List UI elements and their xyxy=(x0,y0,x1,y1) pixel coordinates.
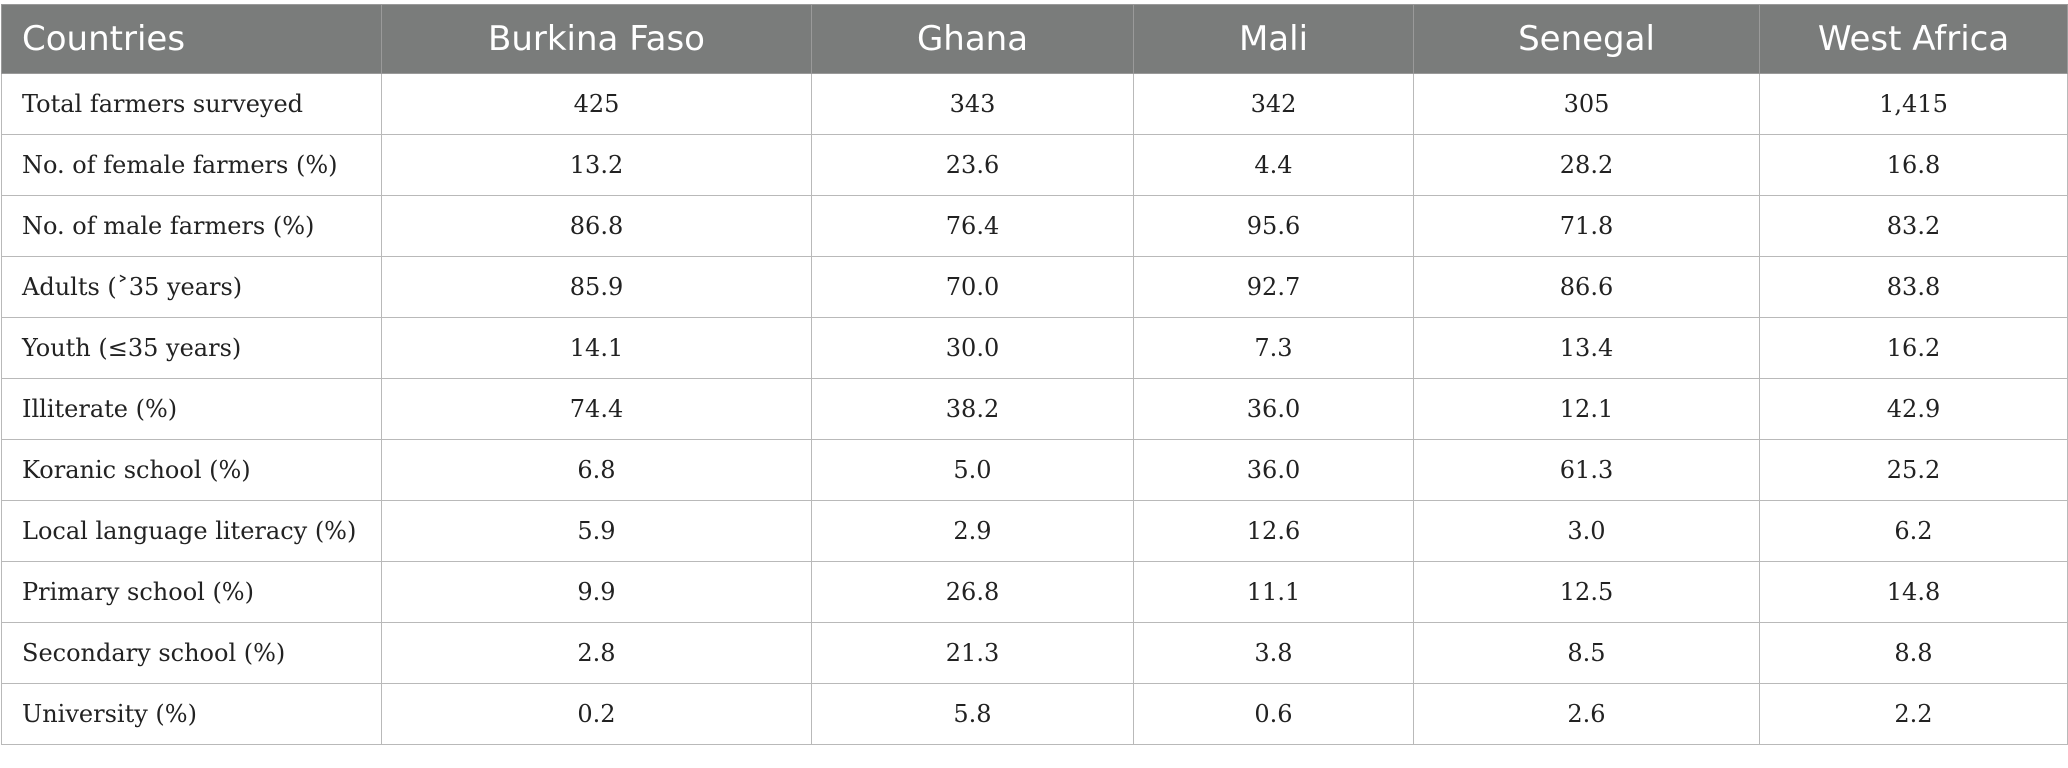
table-cell: 61.3 xyxy=(1413,439,1760,501)
row-label: No. of female farmers (%) xyxy=(1,134,382,196)
table-cell: 71.8 xyxy=(1413,195,1760,257)
row-label: Adults (˃35 years) xyxy=(1,256,382,318)
table-cell: 9.9 xyxy=(381,561,812,623)
table-cell: 425 xyxy=(381,73,812,135)
table-cell: 14.1 xyxy=(381,317,812,379)
column-header-west-africa: West Africa xyxy=(1759,4,2068,74)
table-cell: 2.9 xyxy=(811,500,1134,562)
table-cell: 0.2 xyxy=(381,683,812,745)
table-cell: 2.2 xyxy=(1759,683,2068,745)
table-cell: 305 xyxy=(1413,73,1760,135)
table-row: Youth (≤35 years) 14.1 30.0 7.3 13.4 16.… xyxy=(1,317,2068,379)
table-cell: 5.0 xyxy=(811,439,1134,501)
table-row: Koranic school (%) 6.8 5.0 36.0 61.3 25.… xyxy=(1,439,2068,501)
table-cell: 86.6 xyxy=(1413,256,1760,318)
row-label: No. of male farmers (%) xyxy=(1,195,382,257)
header-row: Countries Burkina Faso Ghana Mali Senega… xyxy=(1,4,2068,74)
row-label: Primary school (%) xyxy=(1,561,382,623)
table-cell: 70.0 xyxy=(811,256,1134,318)
table-cell: 86.8 xyxy=(381,195,812,257)
table-header: Countries Burkina Faso Ghana Mali Senega… xyxy=(1,4,2068,74)
table-cell: 1,415 xyxy=(1759,73,2068,135)
table-cell: 343 xyxy=(811,73,1134,135)
row-label: Koranic school (%) xyxy=(1,439,382,501)
table-cell: 83.2 xyxy=(1759,195,2068,257)
table-cell: 8.8 xyxy=(1759,622,2068,684)
table-cell: 76.4 xyxy=(811,195,1134,257)
row-label: University (%) xyxy=(1,683,382,745)
table-cell: 92.7 xyxy=(1133,256,1414,318)
table-cell: 13.4 xyxy=(1413,317,1760,379)
table-cell: 25.2 xyxy=(1759,439,2068,501)
table-cell: 2.8 xyxy=(381,622,812,684)
row-label: Illiterate (%) xyxy=(1,378,382,440)
table-row: University (%) 0.2 5.8 0.6 2.6 2.2 xyxy=(1,683,2068,745)
column-header-ghana: Ghana xyxy=(811,4,1134,74)
table-cell: 12.1 xyxy=(1413,378,1760,440)
table-cell: 74.4 xyxy=(381,378,812,440)
table-cell: 26.8 xyxy=(811,561,1134,623)
row-label: Local language literacy (%) xyxy=(1,500,382,562)
table-cell: 36.0 xyxy=(1133,378,1414,440)
table-row: Adults (˃35 years) 85.9 70.0 92.7 86.6 8… xyxy=(1,256,2068,318)
column-header-countries: Countries xyxy=(1,4,382,74)
table-cell: 28.2 xyxy=(1413,134,1760,196)
column-header-senegal: Senegal xyxy=(1413,4,1760,74)
table-cell: 23.6 xyxy=(811,134,1134,196)
table-cell: 16.2 xyxy=(1759,317,2068,379)
row-label: Youth (≤35 years) xyxy=(1,317,382,379)
table-cell: 342 xyxy=(1133,73,1414,135)
table-cell: 3.0 xyxy=(1413,500,1760,562)
column-header-burkina-faso: Burkina Faso xyxy=(381,4,812,74)
table-cell: 14.8 xyxy=(1759,561,2068,623)
table-row: Primary school (%) 9.9 26.8 11.1 12.5 14… xyxy=(1,561,2068,623)
table-cell: 36.0 xyxy=(1133,439,1414,501)
table-cell: 3.8 xyxy=(1133,622,1414,684)
table-cell: 6.2 xyxy=(1759,500,2068,562)
table-cell: 6.8 xyxy=(381,439,812,501)
table-cell: 12.5 xyxy=(1413,561,1760,623)
table-cell: 95.6 xyxy=(1133,195,1414,257)
table-cell: 12.6 xyxy=(1133,500,1414,562)
table-cell: 83.8 xyxy=(1759,256,2068,318)
table-cell: 30.0 xyxy=(811,317,1134,379)
table-row: No. of male farmers (%) 86.8 76.4 95.6 7… xyxy=(1,195,2068,257)
table-cell: 5.8 xyxy=(811,683,1134,745)
table-cell: 85.9 xyxy=(381,256,812,318)
table-cell: 7.3 xyxy=(1133,317,1414,379)
table-cell: 2.6 xyxy=(1413,683,1760,745)
table-row: Local language literacy (%) 5.9 2.9 12.6… xyxy=(1,500,2068,562)
table-row: Total farmers surveyed 425 343 342 305 1… xyxy=(1,73,2068,135)
column-header-mali: Mali xyxy=(1133,4,1414,74)
table-cell: 8.5 xyxy=(1413,622,1760,684)
table-body: Total farmers surveyed 425 343 342 305 1… xyxy=(1,73,2068,745)
table-cell: 38.2 xyxy=(811,378,1134,440)
row-label: Secondary school (%) xyxy=(1,622,382,684)
table-cell: 21.3 xyxy=(811,622,1134,684)
table-row: Illiterate (%) 74.4 38.2 36.0 12.1 42.9 xyxy=(1,378,2068,440)
table-row: No. of female farmers (%) 13.2 23.6 4.4 … xyxy=(1,134,2068,196)
table-cell: 42.9 xyxy=(1759,378,2068,440)
table-cell: 13.2 xyxy=(381,134,812,196)
table-row: Secondary school (%) 2.8 21.3 3.8 8.5 8.… xyxy=(1,622,2068,684)
table-cell: 0.6 xyxy=(1133,683,1414,745)
table-cell: 4.4 xyxy=(1133,134,1414,196)
data-table: Countries Burkina Faso Ghana Mali Senega… xyxy=(1,4,2068,745)
table-cell: 16.8 xyxy=(1759,134,2068,196)
table-cell: 5.9 xyxy=(381,500,812,562)
table-cell: 11.1 xyxy=(1133,561,1414,623)
row-label: Total farmers surveyed xyxy=(1,73,382,135)
